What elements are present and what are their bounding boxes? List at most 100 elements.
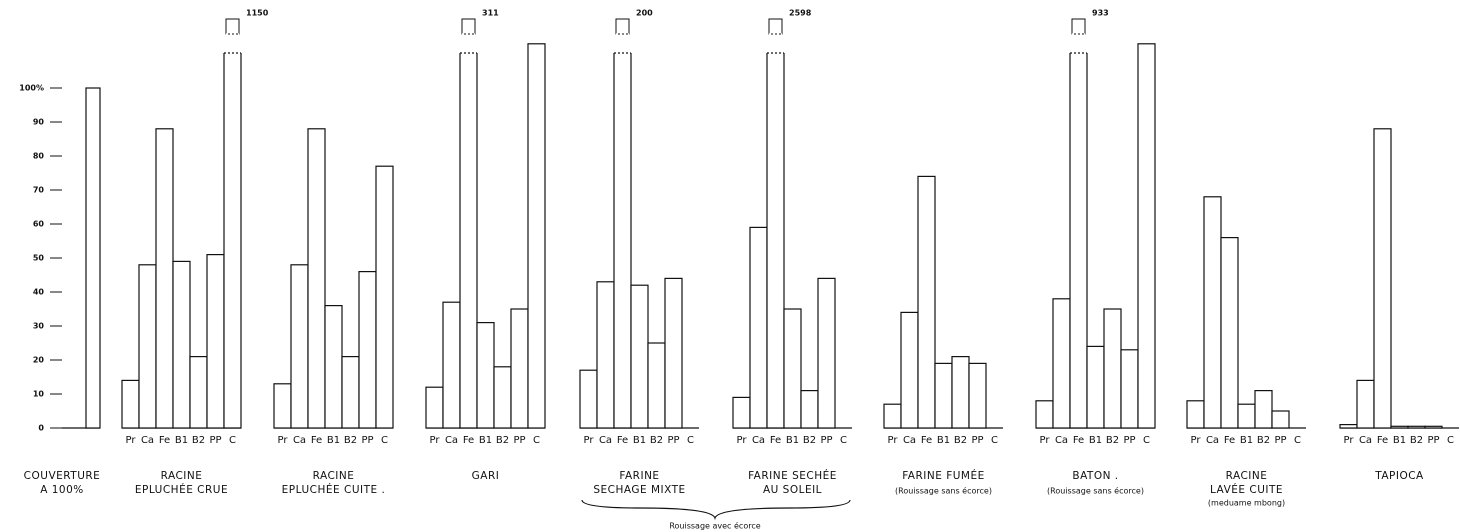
bar [968, 362, 987, 429]
x-tick-label: PP [209, 435, 221, 446]
x-tick-label: Fe [617, 435, 628, 446]
bar [527, 43, 546, 429]
x-tick-label: B1 [479, 435, 492, 446]
x-tick-label: Pr [737, 435, 748, 446]
x-tick-label: PP [513, 435, 525, 446]
y-tick-label: 80 [33, 152, 45, 161]
bar [189, 356, 208, 429]
x-tick-label: Pr [430, 435, 441, 446]
bar [442, 301, 461, 429]
x-tick-label: Fe [770, 435, 781, 446]
bar [1052, 298, 1071, 429]
bar [1203, 196, 1222, 429]
bar [1220, 237, 1239, 429]
overflow-box [615, 18, 630, 35]
x-tick-label: Pr [1040, 435, 1051, 446]
x-tick-label: Fe [1224, 435, 1235, 446]
x-tick-label: Pr [1191, 435, 1202, 446]
bar [1137, 43, 1156, 429]
bar [817, 277, 836, 429]
bar [1103, 308, 1122, 429]
panel-label: SECHAGE MIXTE [593, 484, 685, 496]
overflow-box [461, 18, 476, 35]
x-tick-label: Ca [1206, 435, 1219, 446]
overflow-label: 2598 [789, 9, 812, 18]
panel-label: EPLUCHÉE CUITE . [282, 483, 386, 496]
bar [630, 284, 649, 429]
bar [1390, 425, 1409, 429]
bar [1237, 403, 1256, 429]
x-tick-label: PP [361, 435, 373, 446]
x-tick-label: C [533, 435, 540, 446]
y-tick-label: 60 [33, 220, 45, 229]
x-tick-label: C [687, 435, 694, 446]
x-tick-label: B2 [1410, 435, 1423, 446]
overflow-label: 1150 [246, 9, 269, 18]
x-tick-label: Ca [141, 435, 154, 446]
overflow-label: 200 [636, 9, 653, 18]
x-tick-label: Fe [311, 435, 322, 446]
x-tick-label: B1 [786, 435, 799, 446]
x-tick-label: C [1447, 435, 1454, 446]
x-tick-label: PP [667, 435, 679, 446]
panel-label: RACINE [313, 470, 355, 482]
x-tick-label: B1 [327, 435, 340, 446]
bar [1254, 390, 1273, 429]
bar [1035, 400, 1054, 429]
bar [579, 369, 598, 429]
bar [1086, 345, 1105, 429]
bar [121, 379, 140, 429]
bar [917, 175, 936, 429]
x-tick-label: B2 [496, 435, 509, 446]
overflow-box [225, 18, 240, 35]
panel-label: LAVÉE CUITE [1210, 483, 1283, 496]
panel-label: A 100% [40, 484, 84, 496]
bar [273, 383, 292, 429]
bar [900, 311, 919, 429]
panel-label: EPLUCHÉE CRUE [135, 483, 228, 496]
x-tick-label: B1 [633, 435, 646, 446]
x-tick-label: C [229, 435, 236, 446]
bar [613, 53, 632, 429]
x-tick-label: B1 [1240, 435, 1253, 446]
x-tick-label: Ca [599, 435, 612, 446]
x-tick-label: PP [1123, 435, 1135, 446]
panel-label: FARINE FUMÉE [902, 469, 985, 482]
x-tick-label: B1 [937, 435, 950, 446]
x-tick-label: Pr [1344, 435, 1355, 446]
x-tick-label: PP [820, 435, 832, 446]
y-tick-label: 90 [33, 118, 45, 127]
bar [493, 366, 512, 429]
bar [172, 260, 191, 429]
bar [1069, 53, 1088, 429]
bar [425, 386, 444, 429]
y-tick-label: 20 [33, 356, 45, 365]
y-tick-label: 0 [38, 424, 44, 433]
x-tick-label: B1 [1089, 435, 1102, 446]
overflow-box [1071, 18, 1086, 35]
x-tick-label: Ca [445, 435, 458, 446]
bar [596, 281, 615, 429]
bar [1186, 400, 1205, 429]
x-tick-label: B2 [344, 435, 357, 446]
annotation: Rouissage avec écorce [669, 521, 760, 531]
x-tick-label: B2 [1106, 435, 1119, 446]
x-tick-label: Ca [903, 435, 916, 446]
bar [951, 356, 970, 429]
panel-label: FARINE SECHÉE [748, 469, 837, 482]
bar [647, 342, 666, 429]
x-tick-label: C [1143, 435, 1150, 446]
x-tick-label: Ca [1055, 435, 1068, 446]
x-tick-label: Fe [159, 435, 170, 446]
x-tick-label: Pr [278, 435, 289, 446]
x-tick-label: B2 [954, 435, 967, 446]
bar [934, 362, 953, 429]
bar [206, 254, 225, 429]
x-tick-label: B1 [1393, 435, 1406, 446]
panel-label: COUVERTURE [24, 470, 101, 482]
panel-label: AU SOLEIL [763, 484, 822, 496]
panel-note: (meduame mbong) [1208, 499, 1285, 508]
